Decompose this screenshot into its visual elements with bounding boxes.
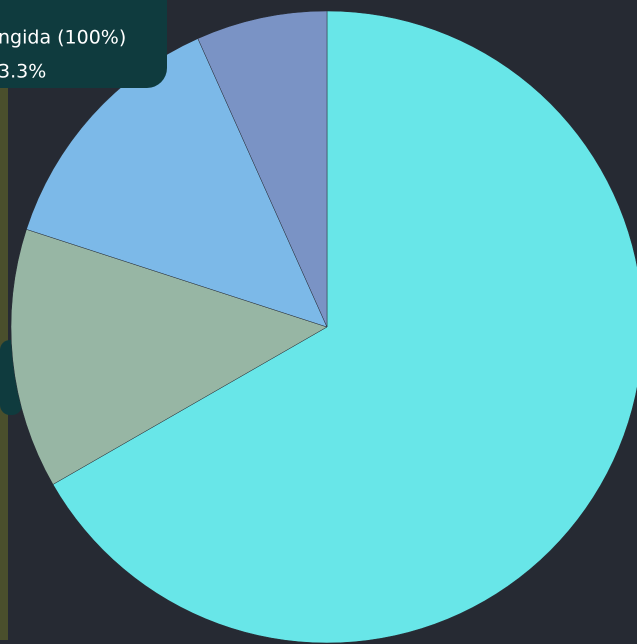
page: Meta ngida (100%) 3.3% (() => { const da… <box>0 0 637 644</box>
tooltip: ngida (100%) 3.3% <box>0 0 167 88</box>
chart: Meta ngida (100%) 3.3% <box>0 0 637 644</box>
tooltip-value: 3.3% <box>0 61 46 83</box>
tooltip-title: ngida (100%) <box>0 27 126 49</box>
pie: Meta <box>11 11 637 643</box>
